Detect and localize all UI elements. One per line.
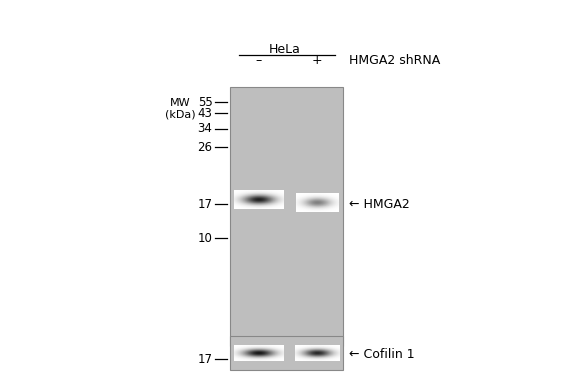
Text: ← Cofilin 1: ← Cofilin 1 bbox=[349, 348, 415, 361]
Text: 17: 17 bbox=[197, 198, 212, 211]
FancyBboxPatch shape bbox=[230, 336, 343, 370]
FancyBboxPatch shape bbox=[230, 87, 343, 346]
Text: HeLa: HeLa bbox=[269, 43, 301, 56]
Text: 43: 43 bbox=[197, 107, 212, 120]
Text: 55: 55 bbox=[198, 96, 212, 108]
Text: –: – bbox=[256, 54, 262, 67]
Text: 34: 34 bbox=[197, 122, 212, 135]
Text: ← HMGA2: ← HMGA2 bbox=[349, 198, 410, 211]
Text: HMGA2 shRNA: HMGA2 shRNA bbox=[349, 54, 441, 67]
Text: +: + bbox=[312, 54, 322, 67]
Text: MW
(kDa): MW (kDa) bbox=[165, 98, 196, 120]
Text: 26: 26 bbox=[197, 141, 212, 154]
Text: 10: 10 bbox=[197, 232, 212, 245]
Text: 17: 17 bbox=[197, 353, 212, 366]
